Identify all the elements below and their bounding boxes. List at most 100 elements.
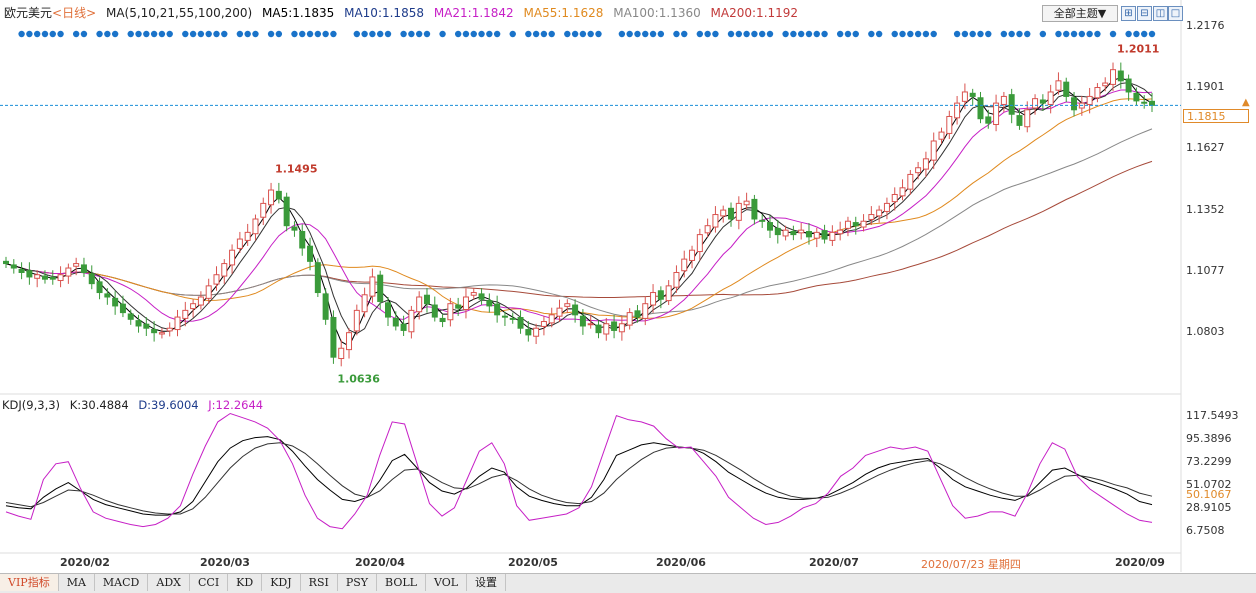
signal-dot xyxy=(80,30,88,38)
signal-dot xyxy=(135,30,142,38)
candlestick-series xyxy=(3,62,1155,367)
candle xyxy=(135,314,142,333)
tab-kd[interactable]: KD xyxy=(228,574,263,591)
signal-dot xyxy=(953,30,961,38)
candle xyxy=(899,179,906,201)
window-icon[interactable]: ◫ xyxy=(1153,6,1168,21)
signal-dot xyxy=(673,30,680,38)
signal-dot xyxy=(96,30,103,38)
signal-dot xyxy=(782,30,789,38)
candle xyxy=(10,259,17,274)
signal-dot xyxy=(423,30,431,38)
candle xyxy=(275,182,282,204)
candle xyxy=(431,296,438,322)
signal-dot xyxy=(1016,30,1023,38)
signal-dot xyxy=(400,30,407,38)
signal-dot xyxy=(1070,30,1078,38)
candle xyxy=(883,197,890,220)
period-selector[interactable]: <日线> xyxy=(52,6,97,20)
theme-dropdown[interactable]: 全部主题▼ xyxy=(1042,5,1118,22)
tab-vol[interactable]: VOL xyxy=(426,574,468,591)
ma55-line xyxy=(5,98,1153,319)
signal-dot xyxy=(1109,30,1117,38)
price-annotations: 1.1495 1.0636 1.2011 xyxy=(275,42,1159,385)
price-tick: 1.1352 xyxy=(1186,203,1225,216)
candle xyxy=(291,221,298,237)
candle xyxy=(657,286,664,309)
candle xyxy=(1016,108,1023,130)
tab-vip-indicator[interactable]: VIP指标 xyxy=(0,574,59,591)
candle xyxy=(642,296,649,326)
date-tick: 2020/06 xyxy=(656,556,706,569)
signal-dot xyxy=(821,30,828,38)
kdj-tick: 73.2299 xyxy=(1186,455,1232,468)
signal-dot xyxy=(454,30,462,38)
candle xyxy=(197,291,204,310)
maximize-icon[interactable]: □ xyxy=(1168,6,1183,21)
kdj-tick: 28.9105 xyxy=(1186,501,1232,514)
expand-icon[interactable]: ⊞ xyxy=(1121,6,1136,21)
symbol-name[interactable]: 欧元美元 xyxy=(4,6,53,20)
signal-dot xyxy=(509,30,516,38)
signal-dot xyxy=(571,30,579,38)
candle xyxy=(96,277,103,300)
signal-dot xyxy=(727,30,735,38)
candle xyxy=(712,206,719,233)
candle xyxy=(767,215,773,238)
tab-cci[interactable]: CCI xyxy=(190,574,229,591)
price-annotation: 1.2011 xyxy=(1117,42,1159,55)
date-tick: 2020/05 xyxy=(508,556,558,569)
candle xyxy=(1094,83,1101,103)
ma-params[interactable]: MA(5,10,21,55,100,200) xyxy=(105,6,253,20)
signal-dot xyxy=(657,30,665,38)
candle xyxy=(1133,87,1140,106)
signal-dot xyxy=(914,30,922,38)
candle xyxy=(525,321,532,342)
signal-dot xyxy=(712,30,719,38)
candle xyxy=(377,270,384,310)
signal-dot xyxy=(805,30,813,38)
signal-dot xyxy=(182,30,189,38)
signal-dot xyxy=(595,30,602,38)
signal-dot xyxy=(353,30,361,38)
candle xyxy=(689,245,696,269)
candle xyxy=(813,227,820,248)
ma5-line xyxy=(5,77,1153,347)
candle xyxy=(587,315,594,329)
kdj-params[interactable]: KDJ(9,3,3) xyxy=(2,398,61,412)
ma21-line xyxy=(5,89,1153,322)
tab-ma[interactable]: MA xyxy=(59,574,95,591)
date-tick: 2020/09 xyxy=(1115,556,1165,569)
tab-settings[interactable]: 设置 xyxy=(467,574,507,591)
kdj-k-line xyxy=(5,436,1153,516)
candle xyxy=(486,293,493,313)
tab-rsi[interactable]: RSI xyxy=(301,574,338,591)
signal-dot xyxy=(104,30,111,38)
signal-dot xyxy=(415,30,423,38)
signal-dot xyxy=(408,30,415,38)
tab-macd[interactable]: MACD xyxy=(95,574,149,591)
candle xyxy=(930,132,937,170)
candle xyxy=(369,268,376,303)
signal-dot xyxy=(899,30,906,38)
tab-psy[interactable]: PSY xyxy=(338,574,378,591)
collapse-icon[interactable]: ⊟ xyxy=(1137,6,1152,21)
candle xyxy=(353,304,360,336)
candle xyxy=(1102,77,1109,92)
candle xyxy=(1141,95,1148,109)
candle xyxy=(860,214,867,232)
tab-adx[interactable]: ADX xyxy=(148,574,190,591)
candle xyxy=(455,297,462,316)
kdj-k-value: K:30.4884 xyxy=(69,398,129,412)
candle xyxy=(346,328,353,359)
signal-dot xyxy=(1094,30,1101,38)
candle xyxy=(65,263,72,284)
signal-dot xyxy=(314,30,322,38)
candle xyxy=(829,225,836,246)
candle xyxy=(112,291,119,315)
tab-kdj[interactable]: KDJ xyxy=(262,574,301,591)
tab-boll[interactable]: BOLL xyxy=(377,574,426,591)
signal-dot xyxy=(704,30,711,38)
kdj-tick: 6.7508 xyxy=(1186,524,1225,537)
